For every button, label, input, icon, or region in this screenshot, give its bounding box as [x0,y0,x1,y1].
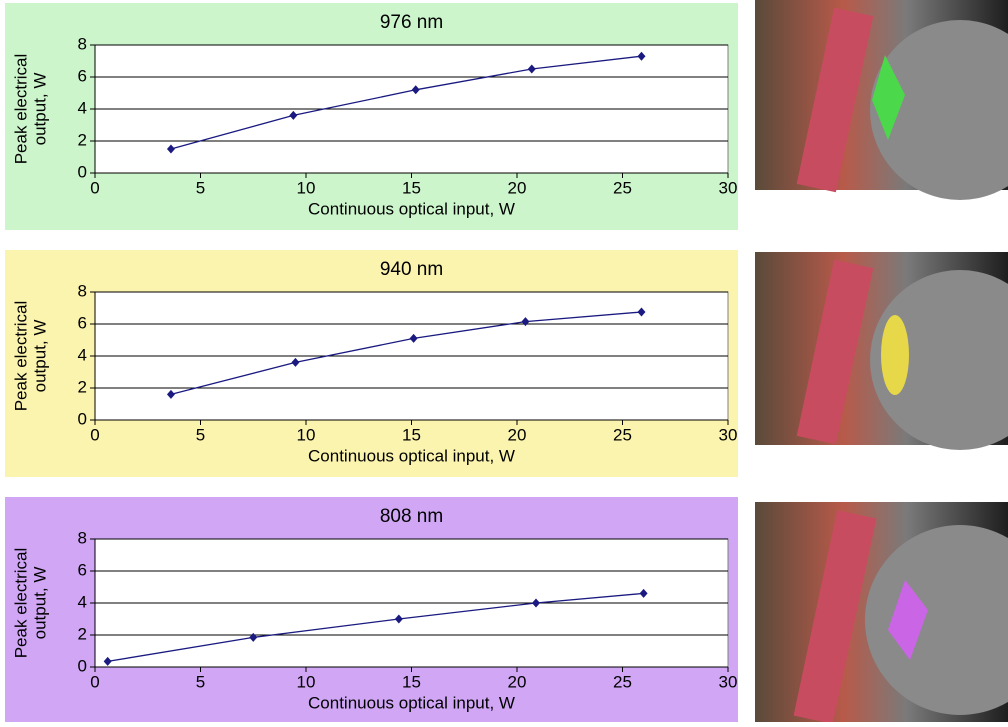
y-tick-label: 0 [78,656,87,675]
data-point [637,307,646,317]
chart-title: 976 nm [380,12,443,33]
x-tick-label: 20 [508,672,527,691]
data-point [409,333,418,343]
data-point [637,51,646,61]
x-tick-label: 10 [297,178,316,197]
x-tick-label: 15 [402,425,421,444]
x-axis-label: Continuous optical input, W [308,446,515,465]
data-point [166,389,175,399]
data-point [166,144,175,154]
y-tick-label: 0 [78,162,87,181]
data-point [521,317,530,327]
x-tick-label: 25 [613,425,632,444]
x-tick-label: 0 [90,425,99,444]
x-tick-label: 5 [196,672,205,691]
x-tick-label: 15 [402,672,421,691]
x-axis-label: Continuous optical input, W [308,199,515,218]
chart-title: 808 nm [380,506,443,527]
x-tick-label: 25 [613,178,632,197]
y-axis-label: Peak electrical [11,54,30,165]
x-tick-label: 15 [402,178,421,197]
data-point [291,357,300,367]
y-tick-label: 4 [78,592,87,611]
x-tick-label: 30 [719,672,738,691]
y-tick-label: 0 [78,409,87,428]
y-axis-label: Peak electrical [11,548,30,659]
x-tick-label: 10 [297,425,316,444]
photo [755,0,1008,200]
y-tick-label: 2 [78,624,87,643]
x-tick-label: 25 [613,672,632,691]
x-tick-label: 5 [196,425,205,444]
y-tick-label: 2 [78,377,87,396]
y-tick-label: 8 [78,34,87,53]
y-tick-label: 6 [78,313,87,332]
chart-title: 940 nm [380,259,443,280]
y-axis-label: output, W [30,73,49,146]
y-axis-label: output, W [30,567,49,640]
x-tick-label: 20 [508,178,527,197]
data-point [103,656,112,666]
data-point [639,588,648,598]
data-point [249,632,258,642]
data-point [289,110,298,120]
data-point [411,85,420,95]
data-point [527,64,536,74]
x-tick-label: 30 [719,178,738,197]
photo [755,502,1008,724]
data-point [531,598,540,608]
x-tick-label: 10 [297,672,316,691]
x-tick-label: 0 [90,178,99,197]
data-point [394,614,403,624]
y-axis-label: Peak electrical [11,301,30,412]
y-tick-label: 6 [78,66,87,85]
y-tick-label: 4 [78,98,87,117]
y-tick-label: 6 [78,560,87,579]
y-tick-label: 8 [78,528,87,547]
x-tick-label: 30 [719,425,738,444]
y-tick-label: 8 [78,281,87,300]
y-axis-label: output, W [30,320,49,393]
x-tick-label: 0 [90,672,99,691]
x-tick-label: 5 [196,178,205,197]
x-axis-label: Continuous optical input, W [308,693,515,712]
y-tick-label: 2 [78,130,87,149]
y-tick-label: 4 [78,345,87,364]
photo [755,252,1008,450]
x-tick-label: 20 [508,425,527,444]
